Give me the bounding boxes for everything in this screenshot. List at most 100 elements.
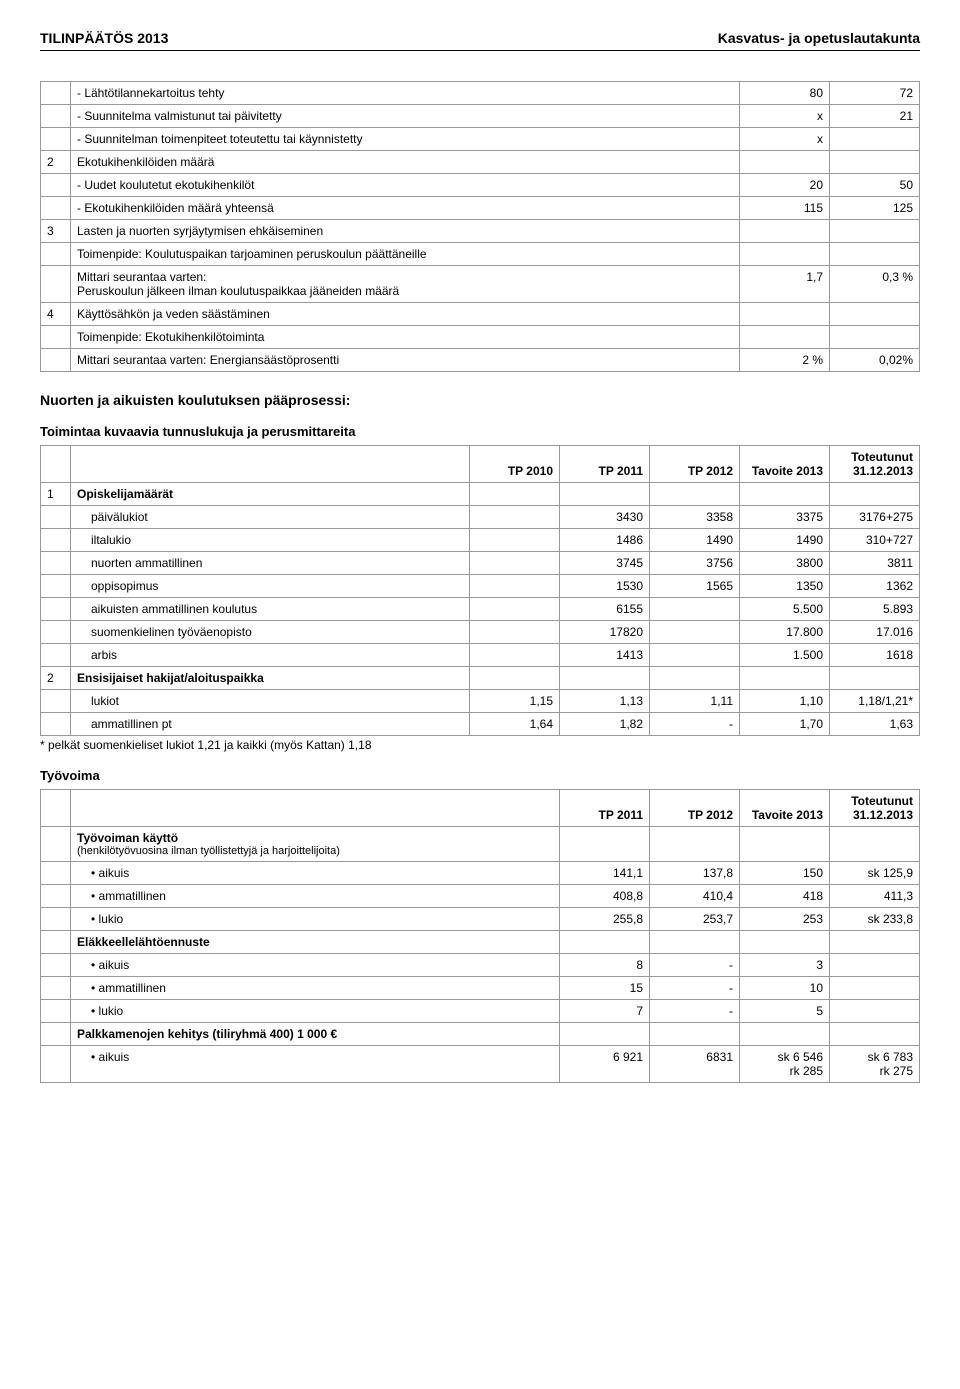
row-value: 3176+275 [830, 506, 920, 529]
row-value [470, 667, 560, 690]
row-value: 15 [560, 977, 650, 1000]
table-row: arbis14131.5001618 [41, 644, 920, 667]
row-desc: • lukio [71, 908, 560, 931]
row-value: 408,8 [560, 885, 650, 908]
row-value: 255,8 [560, 908, 650, 931]
row-value: 1618 [830, 644, 920, 667]
row-value [740, 303, 830, 326]
row-value: 50 [830, 174, 920, 197]
table-row: - Ekotukihenkilöiden määrä yhteensä11512… [41, 197, 920, 220]
row-value: 1,7 [740, 266, 830, 303]
row-desc: arbis [71, 644, 470, 667]
row-value: sk 6 546 rk 285 [740, 1046, 830, 1083]
row-index [41, 644, 71, 667]
row-value: 3375 [740, 506, 830, 529]
row-desc: oppisopimus [71, 575, 470, 598]
row-index [41, 954, 71, 977]
row-value [740, 220, 830, 243]
row-index [41, 690, 71, 713]
row-index [41, 977, 71, 1000]
row-value [830, 1000, 920, 1023]
col-header [71, 790, 560, 827]
table-row: 3Lasten ja nuorten syrjäytymisen ehkäise… [41, 220, 920, 243]
row-value: 6 921 [560, 1046, 650, 1083]
row-index [41, 128, 71, 151]
row-value: 21 [830, 105, 920, 128]
row-value [650, 827, 740, 862]
row-desc: • ammatillinen [71, 977, 560, 1000]
col-header [71, 446, 470, 483]
section2-footnote: * pelkät suomenkieliset lukiot 1,21 ja k… [40, 738, 920, 752]
row-value: 3811 [830, 552, 920, 575]
row-value [740, 326, 830, 349]
row-value [470, 598, 560, 621]
header-right: Kasvatus- ja opetuslautakunta [718, 30, 920, 46]
row-value: 150 [740, 862, 830, 885]
row-index [41, 862, 71, 885]
row-value: 20 [740, 174, 830, 197]
row-value: 3756 [650, 552, 740, 575]
row-value: 8 [560, 954, 650, 977]
row-value [470, 644, 560, 667]
row-desc: Mittari seurantaa varten: Peruskoulun jä… [71, 266, 740, 303]
row-value [560, 667, 650, 690]
row-value: 0,3 % [830, 266, 920, 303]
row-value [830, 931, 920, 954]
row-desc: Eläkkeellelähtöennuste [71, 931, 560, 954]
row-value: 141,1 [560, 862, 650, 885]
row-value: 137,8 [650, 862, 740, 885]
table-row: • lukio7-5 [41, 1000, 920, 1023]
row-desc: lukiot [71, 690, 470, 713]
row-value: 1350 [740, 575, 830, 598]
header-left: TILINPÄÄTÖS 2013 [40, 30, 168, 46]
row-value [830, 977, 920, 1000]
row-desc: • aikuis [71, 862, 560, 885]
table-row: Palkkamenojen kehitys (tiliryhmä 400) 1 … [41, 1023, 920, 1046]
row-value [740, 151, 830, 174]
col-header [41, 446, 71, 483]
row-index [41, 598, 71, 621]
row-desc: Käyttösähkön ja veden säästäminen [71, 303, 740, 326]
col-header [41, 790, 71, 827]
row-index [41, 266, 71, 303]
table-row: • ammatillinen15-10 [41, 977, 920, 1000]
table-row: • aikuis8-3 [41, 954, 920, 977]
row-desc: Palkkamenojen kehitys (tiliryhmä 400) 1 … [71, 1023, 560, 1046]
col-header: TP 2012 [650, 790, 740, 827]
row-value [650, 483, 740, 506]
row-value [830, 483, 920, 506]
row-desc: - Ekotukihenkilöiden määrä yhteensä [71, 197, 740, 220]
table-row: • aikuis6 9216831sk 6 546 rk 285sk 6 783… [41, 1046, 920, 1083]
table-row: lukiot1,151,131,111,101,18/1,21* [41, 690, 920, 713]
row-value: 1,11 [650, 690, 740, 713]
table-row: iltalukio148614901490310+727 [41, 529, 920, 552]
col-header: Toteutunut 31.12.2013 [830, 790, 920, 827]
row-index [41, 105, 71, 128]
row-value [470, 506, 560, 529]
table-row: - Uudet koulutetut ekotukihenkilöt2050 [41, 174, 920, 197]
header-rule [40, 50, 920, 51]
row-value: - [650, 954, 740, 977]
row-value [740, 667, 830, 690]
row-index [41, 1046, 71, 1083]
row-index: 3 [41, 220, 71, 243]
row-index [41, 575, 71, 598]
row-value: 1565 [650, 575, 740, 598]
row-index: 4 [41, 303, 71, 326]
row-desc: Opiskelijamäärät [71, 483, 470, 506]
row-desc: ammatillinen pt [71, 713, 470, 736]
row-value: 1,10 [740, 690, 830, 713]
table-row: oppisopimus1530156513501362 [41, 575, 920, 598]
row-value: sk 125,9 [830, 862, 920, 885]
row-desc: aikuisten ammatillinen koulutus [71, 598, 470, 621]
row-desc: • ammatillinen [71, 885, 560, 908]
table-row: • aikuis141,1137,8150sk 125,9 [41, 862, 920, 885]
row-value: 6155 [560, 598, 650, 621]
row-index: 1 [41, 483, 71, 506]
row-value [560, 827, 650, 862]
table-row: aikuisten ammatillinen koulutus61555.500… [41, 598, 920, 621]
row-value [830, 243, 920, 266]
row-value: 310+727 [830, 529, 920, 552]
row-value [740, 1023, 830, 1046]
col-header: Tavoite 2013 [740, 446, 830, 483]
